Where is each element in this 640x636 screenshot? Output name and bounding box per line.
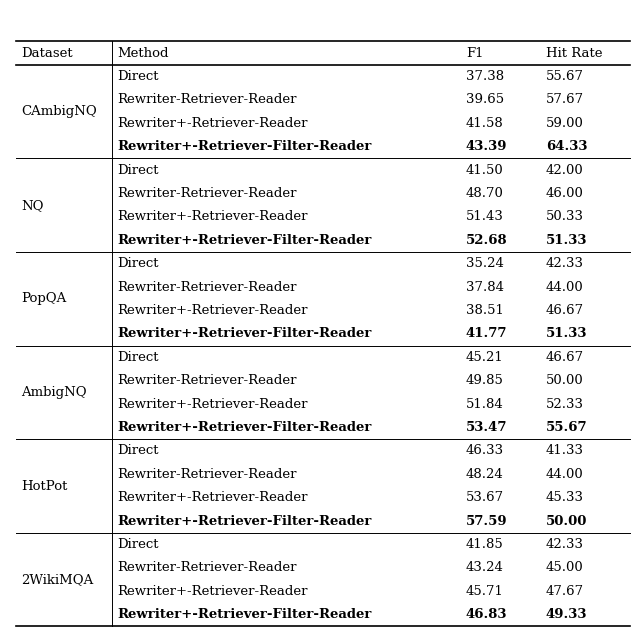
Text: PopQA: PopQA — [21, 293, 67, 305]
Text: 41.85: 41.85 — [466, 538, 504, 551]
Text: 45.33: 45.33 — [546, 491, 584, 504]
Text: 46.67: 46.67 — [546, 351, 584, 364]
Text: 57.59: 57.59 — [466, 515, 508, 528]
Text: 45.21: 45.21 — [466, 351, 504, 364]
Text: 48.70: 48.70 — [466, 187, 504, 200]
Text: Rewriter-Retriever-Reader: Rewriter-Retriever-Reader — [117, 468, 296, 481]
Text: Rewriter+-Retriever-Reader: Rewriter+-Retriever-Reader — [117, 491, 308, 504]
Text: Rewriter-Retriever-Reader: Rewriter-Retriever-Reader — [117, 374, 296, 387]
Text: Rewriter+-Retriever-Filter-Reader: Rewriter+-Retriever-Filter-Reader — [117, 608, 371, 621]
Text: 41.58: 41.58 — [466, 117, 504, 130]
Text: 46.00: 46.00 — [546, 187, 584, 200]
Text: 46.83: 46.83 — [466, 608, 508, 621]
Text: Direct: Direct — [117, 351, 159, 364]
Text: Direct: Direct — [117, 257, 159, 270]
Text: AmbigNQ: AmbigNQ — [21, 386, 87, 399]
Text: Rewriter+-Retriever-Reader: Rewriter+-Retriever-Reader — [117, 585, 308, 598]
Text: Rewriter-Retriever-Reader: Rewriter-Retriever-Reader — [117, 280, 296, 294]
Text: F1: F1 — [466, 46, 483, 60]
Text: 42.33: 42.33 — [546, 257, 584, 270]
Text: 44.00: 44.00 — [546, 280, 584, 294]
Text: CAmbigNQ: CAmbigNQ — [21, 105, 97, 118]
Text: 37.84: 37.84 — [466, 280, 504, 294]
Text: Rewriter+-Retriever-Filter-Reader: Rewriter+-Retriever-Filter-Reader — [117, 234, 371, 247]
Text: Hit Rate: Hit Rate — [546, 46, 602, 60]
Text: 51.43: 51.43 — [466, 211, 504, 223]
Text: Rewriter+-Retriever-Filter-Reader: Rewriter+-Retriever-Filter-Reader — [117, 515, 371, 528]
Text: HotPot: HotPot — [21, 480, 67, 492]
Text: Rewriter-Retriever-Reader: Rewriter-Retriever-Reader — [117, 187, 296, 200]
Text: 41.50: 41.50 — [466, 163, 504, 177]
Text: Rewriter+-Retriever-Filter-Reader: Rewriter+-Retriever-Filter-Reader — [117, 140, 371, 153]
Text: 64.33: 64.33 — [546, 140, 588, 153]
Text: Rewriter+-Retriever-Reader: Rewriter+-Retriever-Reader — [117, 117, 308, 130]
Text: 35.24: 35.24 — [466, 257, 504, 270]
Text: 45.71: 45.71 — [466, 585, 504, 598]
Text: 38.51: 38.51 — [466, 304, 504, 317]
Text: 53.67: 53.67 — [466, 491, 504, 504]
Text: 52.33: 52.33 — [546, 398, 584, 411]
Text: 53.47: 53.47 — [466, 421, 508, 434]
Text: 51.33: 51.33 — [546, 234, 588, 247]
Text: 42.33: 42.33 — [546, 538, 584, 551]
Text: 49.33: 49.33 — [546, 608, 588, 621]
Text: 47.67: 47.67 — [546, 585, 584, 598]
Text: Rewriter+-Retriever-Filter-Reader: Rewriter+-Retriever-Filter-Reader — [117, 328, 371, 340]
Text: Direct: Direct — [117, 163, 159, 177]
Text: Rewriter+-Retriever-Filter-Reader: Rewriter+-Retriever-Filter-Reader — [117, 421, 371, 434]
Text: 49.85: 49.85 — [466, 374, 504, 387]
Text: 59.00: 59.00 — [546, 117, 584, 130]
Text: 2WikiMQA: 2WikiMQA — [21, 573, 93, 586]
Text: 43.24: 43.24 — [466, 562, 504, 574]
Text: Rewriter+-Retriever-Reader: Rewriter+-Retriever-Reader — [117, 398, 308, 411]
Text: Direct: Direct — [117, 70, 159, 83]
Text: Method: Method — [117, 46, 168, 60]
Text: 44.00: 44.00 — [546, 468, 584, 481]
Text: NQ: NQ — [21, 198, 44, 212]
Text: Dataset: Dataset — [21, 46, 73, 60]
Text: 48.24: 48.24 — [466, 468, 504, 481]
Text: Rewriter+-Retriever-Reader: Rewriter+-Retriever-Reader — [117, 304, 308, 317]
Text: 51.33: 51.33 — [546, 328, 588, 340]
Text: 52.68: 52.68 — [466, 234, 508, 247]
Text: 37.38: 37.38 — [466, 70, 504, 83]
Text: 41.77: 41.77 — [466, 328, 508, 340]
Text: 50.00: 50.00 — [546, 374, 584, 387]
Text: Rewriter+-Retriever-Reader: Rewriter+-Retriever-Reader — [117, 211, 308, 223]
Text: 46.33: 46.33 — [466, 445, 504, 457]
Text: 43.39: 43.39 — [466, 140, 508, 153]
Text: 57.67: 57.67 — [546, 93, 584, 106]
Text: 51.84: 51.84 — [466, 398, 504, 411]
Text: 45.00: 45.00 — [546, 562, 584, 574]
Text: Direct: Direct — [117, 445, 159, 457]
Text: 55.67: 55.67 — [546, 70, 584, 83]
Text: Rewriter-Retriever-Reader: Rewriter-Retriever-Reader — [117, 93, 296, 106]
Text: Direct: Direct — [117, 538, 159, 551]
Text: 41.33: 41.33 — [546, 445, 584, 457]
Text: 46.67: 46.67 — [546, 304, 584, 317]
Text: 39.65: 39.65 — [466, 93, 504, 106]
Text: Rewriter-Retriever-Reader: Rewriter-Retriever-Reader — [117, 562, 296, 574]
Text: 50.00: 50.00 — [546, 515, 588, 528]
Text: 50.33: 50.33 — [546, 211, 584, 223]
Text: 42.00: 42.00 — [546, 163, 584, 177]
Text: 55.67: 55.67 — [546, 421, 588, 434]
